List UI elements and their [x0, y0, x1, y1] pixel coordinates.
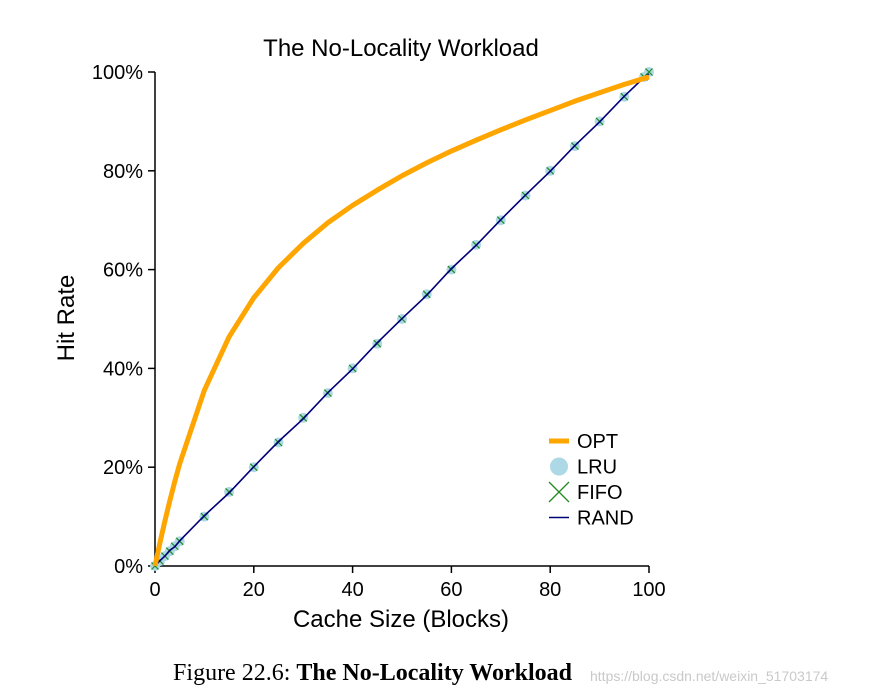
- y-tick-label: 20%: [103, 457, 143, 479]
- figure-caption: Figure 22.6: The No-Locality Workload: [0, 660, 745, 687]
- rand-line: [154, 73, 650, 567]
- watermark: https://blog.csdn.net/weixin_51703174: [590, 668, 829, 684]
- y-tick-label: 60%: [103, 260, 143, 282]
- legend-swatch: [548, 481, 570, 503]
- legend-item-lru: LRU: [550, 457, 617, 479]
- caption-prefix: Figure 22.6:: [173, 660, 297, 686]
- legend-label: OPT: [577, 431, 618, 453]
- x-tick-label: 20: [243, 579, 265, 601]
- y-tick-label: 80%: [103, 161, 143, 183]
- y-tick-label: 40%: [103, 358, 143, 380]
- legend-item-rand: RAND: [549, 508, 634, 530]
- axis-ticks: 0 20 40 60 80 100 0% 20% 40% 60% 80% 100%: [92, 62, 666, 601]
- x-axis-label: Cache Size (Blocks): [293, 606, 509, 633]
- legend-label: FIFO: [577, 482, 623, 504]
- x-tick-label: 80: [539, 579, 561, 601]
- opt-line: [152, 74, 650, 567]
- plot-area: [150, 67, 654, 571]
- chart-title: The No-Locality Workload: [263, 35, 539, 62]
- y-axis-label: Hit Rate: [53, 275, 80, 362]
- y-tick-label: 0%: [114, 556, 143, 578]
- y-tick-label: 100%: [92, 62, 143, 84]
- legend-swatch: [550, 457, 568, 476]
- chart: The No-Locality Workload Hit Rate Cache …: [53, 35, 666, 633]
- legend: OPT LRU FIFO RAND: [548, 431, 634, 530]
- x-tick-label: 100: [632, 579, 665, 601]
- x-tick-label: 40: [341, 579, 363, 601]
- legend-label: LRU: [577, 457, 617, 479]
- x-tick-label: 60: [440, 579, 462, 601]
- legend-item-fifo: FIFO: [548, 481, 623, 504]
- legend-item-opt: OPT: [549, 431, 618, 453]
- legend-label: RAND: [577, 508, 634, 530]
- x-tick-label: 0: [149, 579, 160, 601]
- caption-title: The No-Locality Workload: [296, 660, 572, 686]
- fifo-point: [645, 68, 653, 76]
